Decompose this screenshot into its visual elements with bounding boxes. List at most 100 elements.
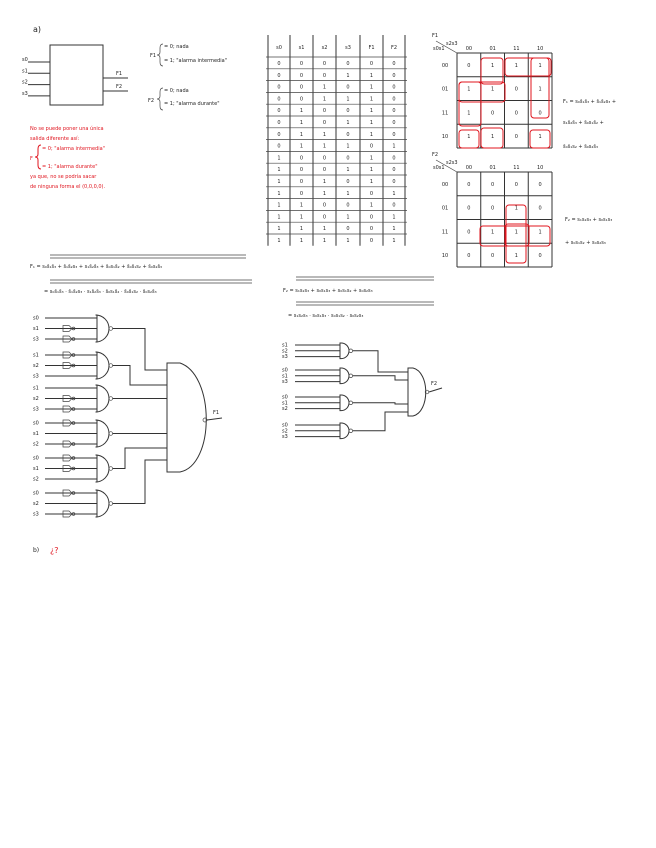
- table-cell: 0: [323, 167, 326, 173]
- table-cell: 0: [392, 167, 395, 173]
- kmap-expression: + s₀s₁s₂ + s₀s₂s₃: [565, 240, 606, 246]
- table-cell: 0: [392, 108, 395, 114]
- inversion-bubble: [108, 466, 113, 471]
- kmap-row-label: 01: [442, 206, 448, 212]
- kmap-cell: 1: [539, 63, 542, 69]
- f2-def-name: F2: [148, 98, 154, 104]
- table-cell: 0: [300, 179, 303, 185]
- table-cell: 0: [392, 203, 395, 209]
- table-cell: 0: [323, 120, 326, 126]
- input-label: s1: [33, 431, 39, 437]
- inversion-bubble: [71, 337, 76, 341]
- table-cell: 1: [370, 96, 373, 102]
- kmap-row-label: 11: [442, 110, 448, 116]
- kmap-cell: 0: [491, 253, 494, 259]
- table-cell: 0: [346, 226, 349, 232]
- nand-gate: [95, 454, 110, 483]
- table-row: 1 0 1 1 0 1: [277, 191, 395, 197]
- input-label: s0: [33, 316, 39, 322]
- kmap-cell: 0: [539, 182, 542, 188]
- table-row: 1 0 0 0 1 0: [277, 155, 395, 161]
- kmap-cell: 0: [539, 110, 542, 116]
- inverter-icon: [62, 489, 73, 497]
- and-gate-group: s0 s1 s2: [33, 447, 167, 483]
- output-label-f1: F1: [116, 71, 122, 77]
- output-wire: [206, 417, 223, 421]
- kmap-cell: 1: [491, 229, 494, 235]
- output-label: F2: [431, 381, 437, 387]
- table-header: F2: [391, 45, 397, 51]
- input-label: s3: [33, 337, 39, 343]
- inverter-icon: [62, 419, 73, 427]
- table-cell: 0: [346, 179, 349, 185]
- table-row: 0 0 0 0 0 0: [277, 61, 395, 67]
- table-cell: 1: [346, 73, 349, 79]
- inversion-bubble: [108, 396, 113, 401]
- kmap-cell: 1: [467, 134, 470, 140]
- kmap-cell: 0: [467, 206, 470, 212]
- nand-gate: [339, 394, 350, 412]
- kmap-expression: s₁s̄₂s̄₃ + s̄₀s₁s̄₂ +: [563, 120, 604, 126]
- kmap-cell: 0: [467, 229, 470, 235]
- kmap-col-label: 01: [489, 46, 495, 52]
- inversion-bubble: [348, 348, 353, 353]
- inversion-bubble: [71, 353, 76, 357]
- f2-nand-expression: F₂ = s₁s₂s₃ + s₀s₁s₃ + s₀s₁s₂ + s₀s₂s₃ =…: [283, 276, 434, 319]
- gate-output-wire: [352, 411, 408, 432]
- kmap-diagonal: [435, 40, 458, 54]
- inversion-bubble: [71, 396, 76, 401]
- table-cell: 0: [323, 155, 326, 161]
- kmap-cell: 0: [491, 110, 494, 116]
- input-label: s2: [33, 442, 39, 448]
- table-cell: 1: [323, 132, 326, 138]
- input-label: s1: [282, 373, 288, 379]
- kmap-row-label: 00: [442, 182, 448, 188]
- table-cell: 0: [392, 120, 395, 126]
- kmap-col-label: 10: [537, 165, 543, 171]
- table-header: s2: [322, 45, 328, 51]
- table-cell: 1: [323, 179, 326, 185]
- inversion-bubble: [424, 389, 430, 395]
- table-cell: 1: [346, 144, 349, 150]
- kmap-row-label: 11: [442, 229, 448, 235]
- table-cell: 0: [323, 73, 326, 79]
- table-cell: 1: [323, 226, 326, 232]
- kmap-cell: 1: [491, 87, 494, 93]
- table-row: 0 0 1 0 1 0: [277, 85, 395, 91]
- table-cell: 0: [346, 85, 349, 91]
- table-cell: 1: [370, 120, 373, 126]
- kmap-grouping: [504, 57, 552, 77]
- kmap-cell: 1: [539, 87, 542, 93]
- table-row: 1 1 1 1 0 1: [277, 238, 395, 244]
- kmap-cell: 0: [539, 206, 542, 212]
- kmap-col-label: 11: [513, 46, 519, 52]
- kmap-row-var: s0s1: [433, 46, 445, 52]
- inverter-icon: [62, 351, 73, 359]
- inversion-bubble: [71, 363, 76, 368]
- table-cell: 1: [392, 191, 395, 197]
- inversion-bubble: [71, 442, 76, 446]
- table-cell: 0: [323, 61, 326, 67]
- and-gate-group: s0 s1 s3: [33, 314, 167, 371]
- table-cell: 1: [277, 191, 280, 197]
- table-cell: 0: [392, 132, 395, 138]
- and-gate-group: s1 s2 s3: [33, 351, 167, 386]
- table-cell: 1: [346, 238, 349, 244]
- input-label: s1: [22, 68, 28, 74]
- table-cell: 1: [370, 108, 373, 114]
- note-line: No se puede poner una única: [30, 125, 104, 132]
- table-cell: 1: [392, 144, 395, 150]
- table-cell: 0: [370, 144, 373, 150]
- and-gate-group: s0 s2 s3: [33, 459, 167, 518]
- table-row: 1 1 1 0 0 1: [277, 226, 395, 232]
- kmap-col-label: 00: [466, 165, 472, 171]
- kmap-grouping: [530, 57, 550, 119]
- output-label-f2: F2: [116, 84, 122, 90]
- input-label: s2: [282, 348, 288, 354]
- input-label: s3: [33, 374, 39, 380]
- part-a-label: a): [33, 25, 41, 34]
- table-row: 0 1 0 0 1 0: [277, 108, 395, 114]
- f1-expr-line1: F₁ = s₀s̄₁s̄₃ + s̄₁s̄₂s₃ + s₁s̄₂s̄₃ + s̄…: [30, 264, 162, 270]
